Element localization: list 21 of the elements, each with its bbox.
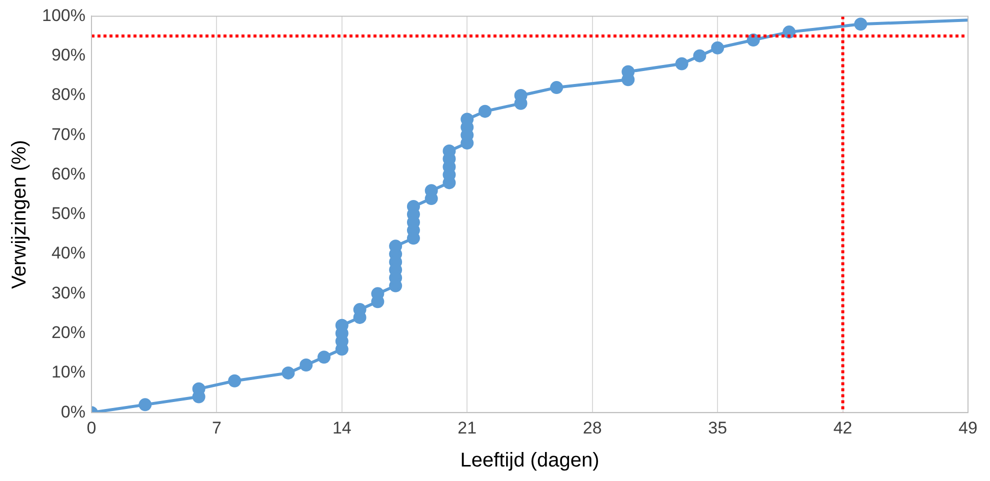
- x-tick-label: 0: [86, 418, 96, 438]
- y-tick-label: 70%: [51, 124, 86, 144]
- y-axis-title: Verwijzingen (%): [8, 140, 31, 289]
- x-axis-title: Leeftijd (dagen): [460, 450, 600, 472]
- x-tick-label: 14: [332, 418, 352, 438]
- y-tick-label: 0%: [60, 402, 86, 422]
- y-tick-label: 50%: [51, 204, 86, 224]
- y-tick-label: 90%: [51, 46, 86, 65]
- y-tick-label: 40%: [51, 244, 86, 263]
- x-tick-label: 35: [708, 418, 728, 438]
- y-tick-label: 20%: [51, 323, 86, 342]
- y-tick-label: 10%: [51, 362, 86, 382]
- x-tick-label: 28: [582, 418, 602, 438]
- x-tick-label: 49: [958, 418, 978, 438]
- x-tick-label: 21: [458, 418, 477, 438]
- y-tick-label: 100%: [42, 6, 86, 25]
- x-tick-label: 7: [212, 418, 222, 438]
- x-tick-label: 42: [833, 418, 852, 438]
- y-tick-label: 60%: [51, 164, 86, 184]
- y-tick-label: 80%: [51, 85, 86, 104]
- y-tick-label: 30%: [51, 283, 86, 302]
